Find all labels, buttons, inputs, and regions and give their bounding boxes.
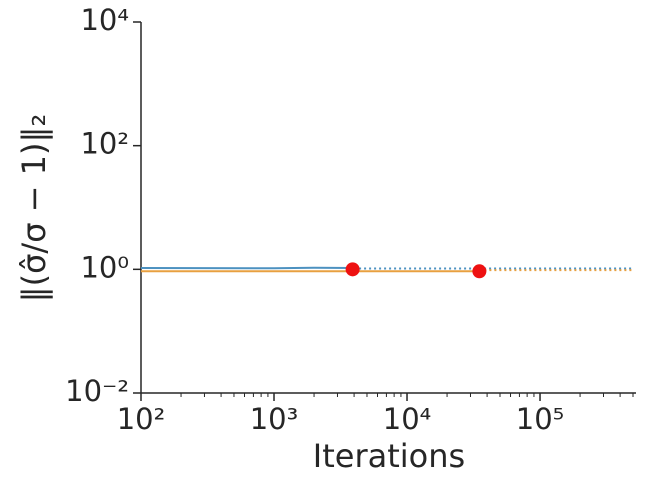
line (140, 266, 355, 270)
x-tick-label: 10⁴ (383, 402, 432, 436)
y-tick-label: 10² (80, 127, 129, 161)
x-tick-label: 10² (117, 402, 166, 436)
y-axis-label: ‖(σ̂/σ − 1)‖₂ (15, 114, 53, 303)
x-tick-label: 10³ (250, 402, 299, 436)
marker (345, 262, 360, 277)
y-tick-label: 10⁰ (80, 250, 129, 284)
y-tick-label: 10⁴ (80, 3, 129, 37)
y-tick-label: 10⁻² (65, 374, 129, 408)
x-axis-label: Iterations (313, 437, 465, 475)
marker (472, 264, 487, 279)
x-tick-label: 10⁵ (516, 402, 565, 436)
